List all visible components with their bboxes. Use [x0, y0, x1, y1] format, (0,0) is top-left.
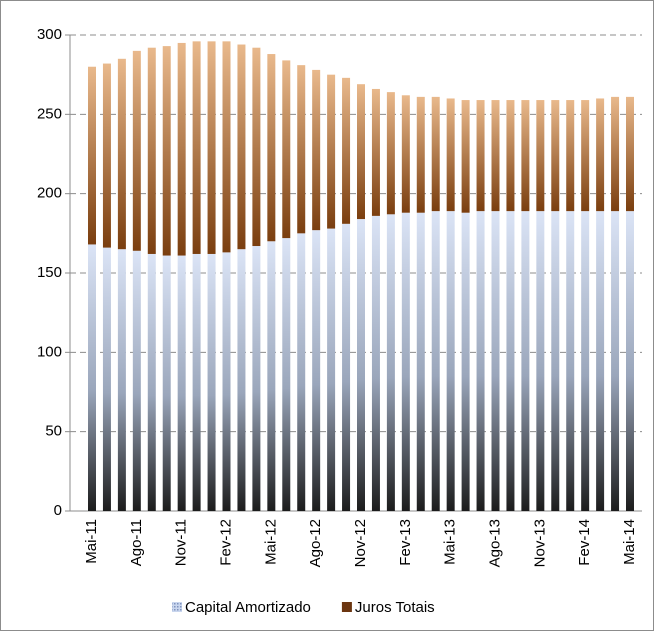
bar-segment	[297, 233, 306, 512]
bar-segment	[446, 98, 455, 212]
x-tick-label: Fev-13	[397, 519, 414, 566]
bar-segment	[491, 211, 500, 511]
bar-segment	[521, 100, 530, 212]
bar-segment	[342, 77, 351, 224]
bar-segment	[357, 219, 365, 511]
bar-segment	[506, 211, 515, 511]
x-tick-label: Mai-14	[621, 519, 638, 565]
y-tick-label: 200	[37, 185, 62, 202]
bar-segment	[252, 47, 261, 247]
bar-segment	[177, 42, 186, 256]
x-tick-label: Nov-13	[531, 519, 548, 567]
bar-segment	[147, 47, 156, 254]
bar-segment	[192, 253, 201, 511]
bar-segment	[386, 92, 395, 215]
legend-marker	[172, 602, 182, 612]
bar-segment	[102, 247, 111, 511]
bar-segment	[401, 95, 410, 213]
bar-segment	[252, 246, 261, 511]
x-tick-label: Fev-14	[576, 519, 593, 566]
bar-segment	[117, 58, 126, 250]
bar-segment	[476, 100, 485, 212]
y-tick-label: 100	[37, 343, 62, 360]
bar-segment	[282, 238, 291, 512]
bar-segment	[312, 230, 321, 511]
x-tick-label: Ago-13	[486, 519, 503, 567]
bar-segment	[357, 84, 365, 220]
bar-segment	[461, 100, 470, 213]
bar-segment	[207, 41, 216, 254]
bar-segment	[102, 63, 111, 248]
bar-segment	[282, 60, 291, 239]
bar-segment	[431, 211, 440, 511]
bar-segment	[162, 46, 171, 256]
bar-segment	[222, 252, 231, 511]
bar-segment	[207, 253, 216, 511]
bar-segment	[611, 211, 620, 511]
bar-segment	[491, 100, 500, 212]
bar-segment	[147, 253, 156, 511]
bar-segment	[237, 44, 246, 250]
x-tick-label: Nov-11	[173, 519, 190, 566]
bar-segment	[312, 69, 321, 231]
legend-label: Juros Totais	[355, 599, 435, 616]
bar-segment	[626, 96, 634, 212]
bar-segment	[132, 250, 141, 511]
bar-segment	[162, 255, 171, 511]
bar-segment	[192, 41, 201, 254]
legend-marker	[341, 602, 352, 612]
bar-segment	[536, 100, 545, 212]
bar-segment	[327, 228, 336, 511]
bar-segment	[551, 211, 560, 511]
x-tick-label: Ago-11	[128, 519, 145, 566]
bar-segment	[177, 255, 186, 511]
bar-segment	[416, 96, 425, 213]
bar-segment	[371, 215, 380, 511]
x-tick-label: Mai-11	[83, 519, 100, 564]
bar-segment	[416, 212, 425, 511]
bar-segment	[476, 211, 485, 511]
bar-segment	[237, 249, 246, 511]
x-tick-label: Fev-12	[217, 519, 234, 566]
legend-label: Capital Amortizado	[185, 599, 311, 616]
y-tick-label: 0	[54, 502, 62, 519]
bar-segment	[461, 212, 470, 511]
y-tick-label: 300	[37, 26, 62, 43]
bar-segment	[506, 100, 515, 212]
y-tick-label: 250	[37, 105, 62, 122]
bar-segment	[431, 96, 440, 212]
bar-segment	[371, 88, 380, 216]
bar-segment	[267, 241, 276, 511]
bar-segment	[222, 41, 231, 253]
bar-segment	[596, 211, 605, 511]
bar-segment	[566, 211, 575, 511]
bar-segment	[551, 100, 560, 212]
bar-segment	[596, 98, 605, 212]
bar-segment	[297, 65, 306, 234]
bar-segment	[117, 249, 126, 511]
bar-segment	[88, 66, 96, 245]
bar-segment	[626, 211, 634, 511]
x-tick-label: Nov-12	[352, 519, 369, 567]
bar-segment	[132, 50, 141, 251]
bar-segment	[521, 211, 530, 511]
bar-segment	[581, 211, 590, 511]
bar-segment	[611, 96, 620, 212]
bar-segment	[536, 211, 545, 511]
x-tick-label: Mai-13	[442, 519, 459, 565]
bar-segment	[267, 54, 276, 242]
bar-segment	[88, 244, 96, 511]
bar-segment	[327, 74, 336, 229]
bar-segment	[581, 100, 590, 212]
bar-segment	[342, 223, 351, 511]
x-tick-label: Ago-12	[307, 519, 324, 567]
y-tick-label: 150	[37, 264, 62, 281]
y-tick-label: 50	[45, 423, 62, 440]
x-tick-label: Mai-12	[262, 519, 279, 565]
bar-segment	[386, 214, 395, 511]
bar-segment	[401, 212, 410, 511]
bar-segment	[446, 211, 455, 511]
bar-segment	[566, 100, 575, 212]
